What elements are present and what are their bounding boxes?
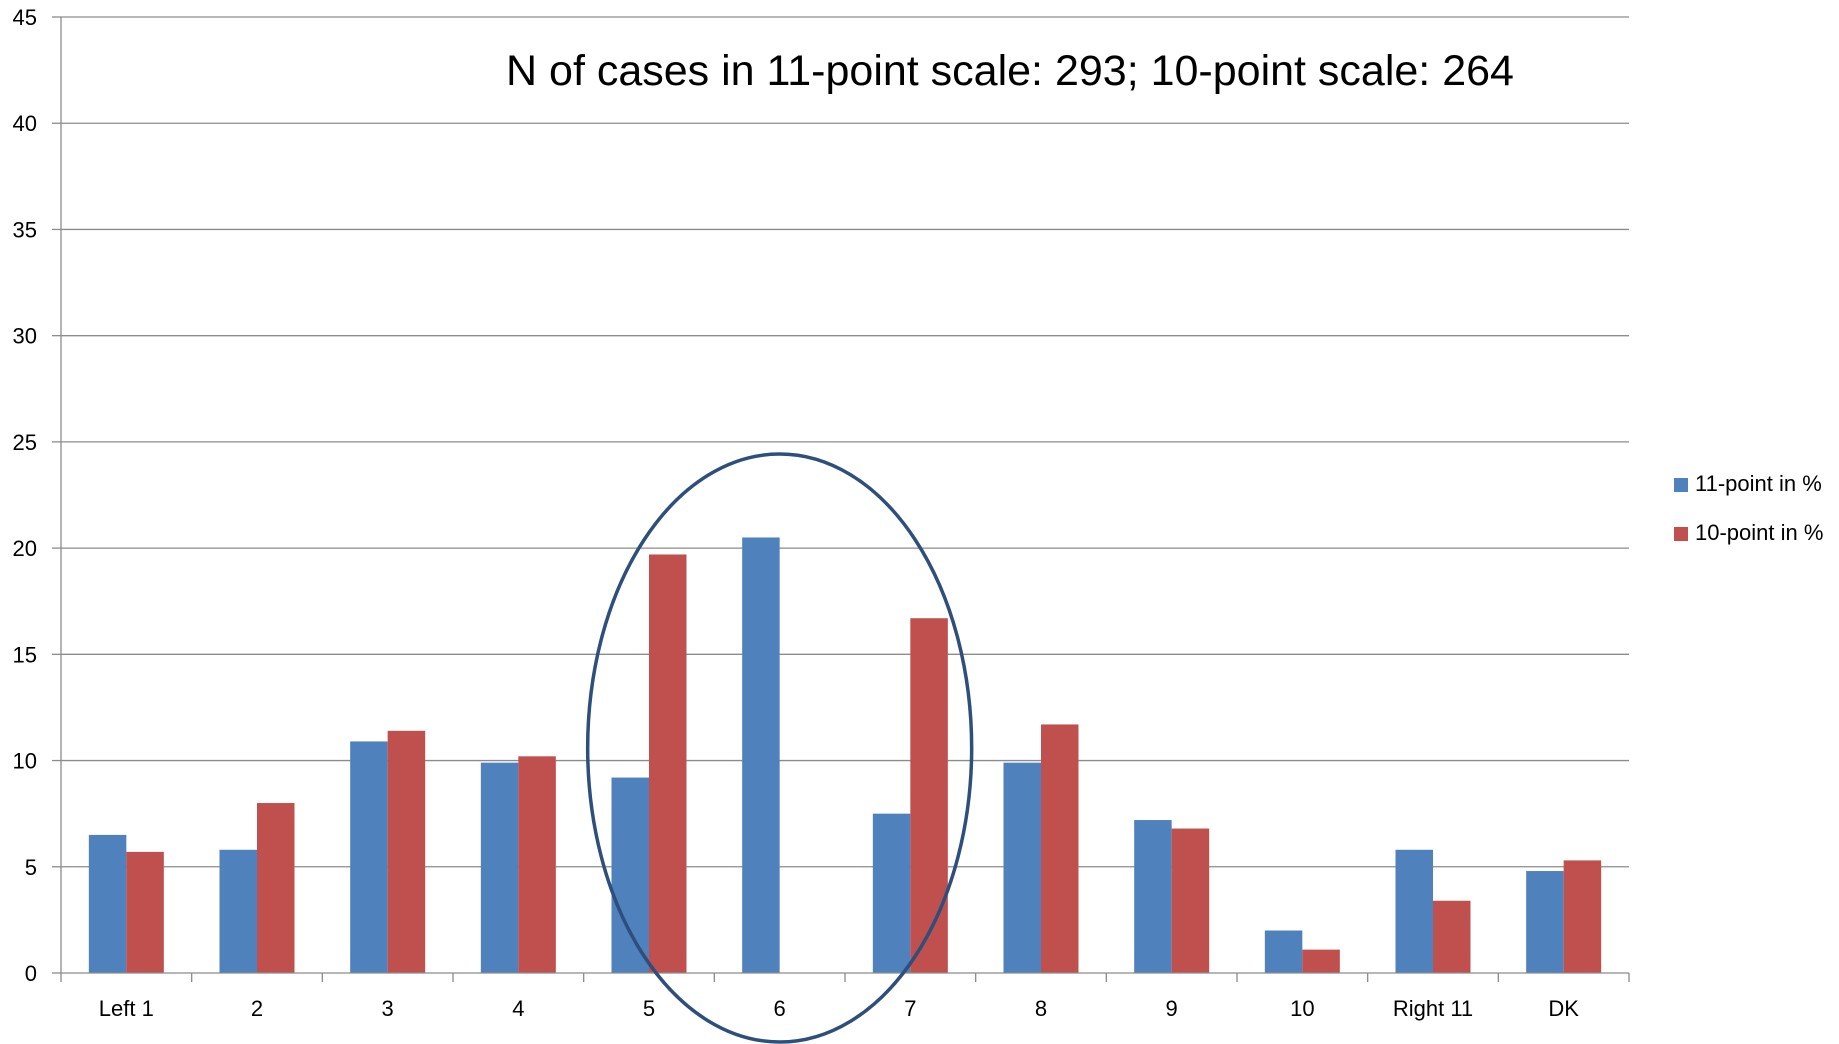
legend-swatch-1 (1674, 478, 1688, 492)
bar-series-1-cat-9 (1134, 820, 1172, 973)
y-tick-label: 0 (25, 961, 37, 986)
legend-label-2: 10-point in % (1695, 520, 1823, 545)
x-tick-label: 5 (643, 996, 655, 1021)
bar-series-2-cat-11 (1433, 900, 1471, 973)
legend: 11-point in % 10-point in % (1674, 471, 1823, 545)
x-tick-label: DK (1548, 996, 1579, 1021)
bar-series-1-cat-12 (1526, 871, 1564, 973)
highlight-ellipse (585, 452, 974, 1044)
bar-series-2-cat-3 (387, 730, 426, 973)
x-tick-label: 3 (382, 996, 394, 1021)
bar-series-1-cat-2 (219, 849, 257, 973)
sample-size-annotation: N of cases in 11-point scale: 293; 10-po… (506, 47, 1514, 95)
gridlines (61, 16, 1629, 868)
y-tick-label: 25 (13, 430, 37, 455)
x-tick-label: Right 11 (1393, 996, 1473, 1021)
bar-series-2-cat-2 (257, 803, 295, 973)
x-tick-label: Left 1 (99, 996, 154, 1021)
y-tick-label: 15 (13, 642, 37, 667)
x-tick-label: 4 (512, 996, 524, 1021)
bar-series-2-cat-8 (1041, 724, 1079, 973)
bar-series-1-cat-11 (1395, 849, 1433, 973)
bar-series-2-cat-12 (1563, 860, 1602, 973)
x-tick-label: 10 (1290, 996, 1314, 1021)
bars (88, 537, 1602, 973)
y-tick-label: 40 (13, 111, 37, 136)
bar-series-1-cat-1 (88, 834, 127, 973)
y-tick-label: 45 (13, 5, 37, 30)
x-tick-label: 2 (251, 996, 263, 1021)
bar-series-2-cat-5 (649, 554, 687, 973)
bar-series-1-cat-3 (350, 741, 388, 973)
x-tick-label: 6 (774, 996, 786, 1021)
bar-series-1-cat-5 (611, 777, 649, 973)
bar-series-2-cat-9 (1171, 828, 1210, 973)
axes (52, 16, 1630, 982)
bar-series-1-cat-10 (1264, 930, 1303, 973)
y-tick-label: 30 (13, 324, 37, 349)
bar-series-2-cat-4 (518, 756, 556, 973)
highlight-ellipse-group (585, 452, 974, 1044)
x-tick-label: 8 (1035, 996, 1047, 1021)
bar-series-1-cat-6 (742, 537, 780, 973)
bar-series-2-cat-7 (910, 618, 948, 973)
bar-series-1-cat-7 (872, 813, 911, 973)
x-tick-label: 9 (1166, 996, 1178, 1021)
bar-series-1-cat-8 (1003, 762, 1041, 973)
legend-label-1: 11-point in % (1695, 471, 1822, 496)
y-tick-label: 10 (13, 749, 37, 774)
bar-series-2-cat-1 (126, 851, 164, 973)
y-tick-label: 35 (13, 217, 37, 242)
legend-swatch-2 (1674, 527, 1688, 541)
y-tick-label: 20 (13, 536, 37, 561)
bar-series-1-cat-4 (480, 762, 519, 973)
bar-series-2-cat-10 (1302, 949, 1340, 973)
y-tick-label: 5 (25, 855, 37, 880)
x-tick-label: 7 (904, 996, 916, 1021)
